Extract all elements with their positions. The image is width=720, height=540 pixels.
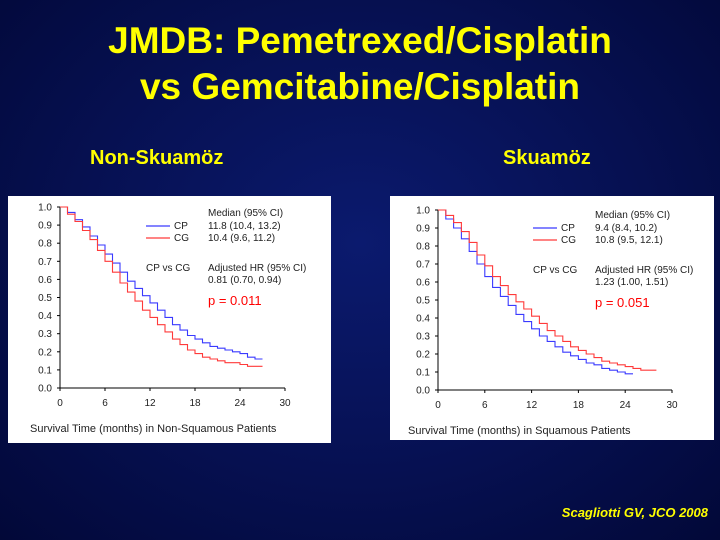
series-line-cg [60,206,263,367]
legend-entry-value: 11.8 (10.4, 13.2) [208,221,281,232]
x-tick-label: 24 [234,398,246,409]
x-tick-label: 30 [279,398,291,409]
x-tick-label: 0 [435,400,441,411]
hr-value: 1.23 (1.00, 1.51) [595,277,668,288]
p-value: p = 0.011 [208,293,262,308]
left-survival-chart: 0.0 0.1 0.2 0.3 0.4 0.5 0.6 0.7 0.8 0.9 1.0 0 6 12 18 2… [30,203,306,436]
legend-header: Median (95% CI) [208,208,283,219]
y-tick-label: 0.8 [416,242,430,253]
y-tick-label: 0.7 [416,260,430,271]
y-tick-label: 1.0 [38,203,52,214]
y-tick-label: 0.6 [38,275,52,286]
y-tick-label: 0.3 [416,332,430,343]
legend-entry-name: CP [174,221,188,232]
y-tick-label: 0.0 [38,384,52,395]
y-tick-label: 0.1 [416,368,430,379]
right-chart-panel: 0.0 0.1 0.2 0.3 0.4 0.5 0.6 0.7 0.8 0.9 1.0 0 6 12 18 2… [390,196,714,440]
hr-label: CP vs CG [146,263,190,274]
x-axis-label: Survival Time (months) in Non-Squamous P… [30,423,277,435]
legend-header: Median (95% CI) [595,210,670,221]
right-panel-label: Skuamöz [503,147,591,169]
series-line-cg [438,209,657,371]
series-line-cp [60,206,263,360]
x-tick-label: 6 [102,398,108,409]
y-tick-label: 0.9 [38,221,52,232]
y-tick-label: 0.2 [38,347,52,358]
y-tick-label: 0.4 [416,314,430,325]
hr-value: 0.81 (0.70, 0.94) [208,275,281,286]
x-tick-label: 18 [573,400,585,411]
y-tick-label: 0.8 [38,239,52,250]
y-tick-label: 1.0 [416,206,430,217]
hr-header: Adjusted HR (95% CI) [208,263,306,274]
x-axis-label: Survival Time (months) in Squamous Patie… [408,425,631,437]
x-tick-label: 18 [189,398,201,409]
slide-title-line-2: vs Gemcitabine/Cisplatin [139,66,581,107]
y-tick-label: 0.6 [416,278,430,289]
hr-label: CP vs CG [533,265,577,276]
y-tick-label: 0.7 [38,257,52,268]
left-panel-label: Non-Skuamöz [90,147,224,169]
x-tick-label: 6 [482,400,488,411]
p-value: p = 0.051 [595,295,650,310]
legend-entry-name: CP [561,223,575,234]
series-line-cp [438,209,633,375]
x-tick-label: 12 [526,400,538,411]
y-tick-label: 0.3 [38,329,52,340]
y-tick-label: 0.5 [38,293,52,304]
slide-title-line-1: JMDB: Pemetrexed/Cisplatin [108,20,612,61]
legend-entry-value: 10.8 (9.5, 12.1) [595,235,663,246]
y-tick-label: 0.2 [416,350,430,361]
x-tick-label: 24 [620,400,632,411]
citation: Scagliotti GV, JCO 2008 [561,505,708,520]
legend-entry-name: CG [561,235,576,246]
x-tick-label: 0 [57,398,63,409]
y-tick-label: 0.4 [38,311,52,322]
y-tick-label: 0.9 [416,224,430,235]
y-tick-label: 0.1 [38,365,52,376]
hr-header: Adjusted HR (95% CI) [595,265,693,276]
x-tick-label: 12 [144,398,156,409]
left-chart-panel: 0.0 0.1 0.2 0.3 0.4 0.5 0.6 0.7 0.8 0.9 1.0 0 6 12 18 2… [8,196,331,443]
slide-title: JMDB: Pemetrexed/Cisplatin vs Gemcitabin… [0,18,720,110]
y-tick-label: 0.0 [416,386,430,397]
legend-entry-name: CG [174,233,189,244]
legend-entry-value: 9.4 (8.4, 10.2) [595,223,657,234]
legend-entry-value: 10.4 (9.6, 11.2) [208,233,275,244]
x-tick-label: 30 [666,400,678,411]
right-survival-chart: 0.0 0.1 0.2 0.3 0.4 0.5 0.6 0.7 0.8 0.9 1.0 0 6 12 18 2… [408,206,693,438]
y-tick-label: 0.5 [416,296,430,307]
